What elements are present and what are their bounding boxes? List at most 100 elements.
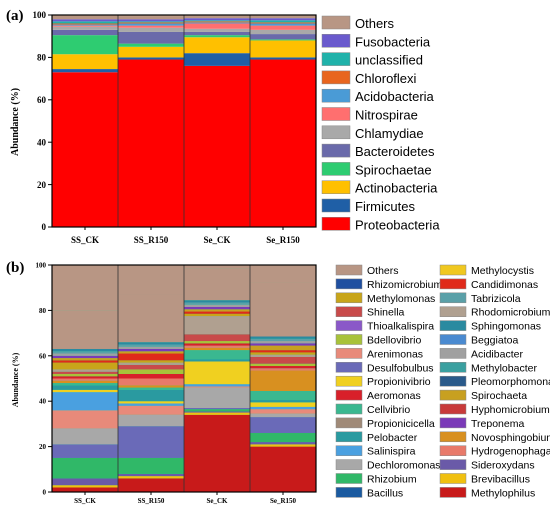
legend-swatch-aeromonas (335, 389, 363, 401)
bar-segment-a-se-ck-spirochaetae (184, 35, 250, 38)
legend-swatch-desulfobulbus (335, 362, 363, 373)
bar-segment-a-ss-ck-firmicutes (52, 69, 118, 73)
legend-label-candidimonas: Candidimonas (471, 279, 538, 291)
bar-segment-a-se-r150-others (250, 15, 316, 19)
bar-segment-b-ss-ck-arenimonas (52, 410, 118, 429)
bar-segment-b-se-ck-sphingomonas (184, 300, 250, 303)
bar-segment-b-se-r150-shinella (250, 356, 316, 364)
legend-swatch-propionivibrio (335, 375, 363, 387)
bar-segment-b-se-r150-sphingomonas (250, 336, 316, 339)
bar-segment-b-ss-ck-shinella (52, 371, 118, 374)
bar-segment-a-ss-r150-firmicutes (118, 57, 184, 60)
bar-segment-a-se-r150-spirochaetae (250, 39, 316, 41)
bar-segment-a-se-ck-actinobacteria (184, 37, 250, 54)
bar-segment-b-se-ck-others (184, 268, 250, 301)
bar-segment-b-ss-ck-propionivibrio (52, 389, 118, 393)
legend-swatch-methylocystis (439, 264, 467, 276)
legend-swatch-proteobacteria (321, 217, 351, 231)
bar-segment-b-se-ck-bdellovibrio (184, 341, 250, 344)
legend-swatch-rhizomicrobium (335, 278, 363, 290)
legend-swatch-sphingomonas (439, 320, 467, 331)
x-tick-label-ss-ck: SS_CK (74, 497, 96, 505)
bar-segment-a-se-ck-others (184, 15, 250, 19)
bar-segment-a-se-ck-nitrospirae (184, 23, 250, 29)
bar-segment-b-ss-ck-bdellovibrio (52, 373, 118, 377)
legend-label-cellvibrio: Cellvibrio (367, 404, 410, 416)
bar-segment-b-ss-ck-others (52, 310, 118, 349)
bar-segment-b-se-ck-salinispira (184, 384, 250, 387)
bar-segment-b-se-r150-methylophilus (250, 446, 316, 492)
bar-segment-b-ss-ck-brevibacillus (52, 485, 118, 488)
bar-segment-b-ss-ck-sideroxydans (52, 478, 118, 486)
bar-segment-b-se-r150-bdellovibrio (250, 363, 316, 367)
bar-segment-b-ss-r150-novosphingobium (118, 385, 184, 388)
bar-segment-a-ss-ck-proteobacteria (52, 72, 118, 228)
panel-b: (b) Abundance (%) 0 20 40 60 80 100 SS_CK SS_R1… (6, 260, 550, 505)
bar-segment-b-se-ck-rhodomicrobium (184, 316, 250, 335)
bar-segment-a-se-r150-chlamydiae (250, 29, 316, 35)
legend-swatch-methylomonas (335, 292, 363, 304)
bar-segment-b-ss-r150-aeromonas (118, 373, 184, 379)
legend-label-treponema: Treponema (471, 418, 524, 430)
legend-label-propionivibrio: Propionivibrio (367, 376, 431, 388)
bar-segment-b-ss-ck-salinispira (52, 392, 118, 411)
legend-label-dechloromonas: Dechloromonas (367, 460, 441, 472)
panel-a-label: (a) (6, 8, 24, 24)
bar-segment-a-ss-r150-bacteroidetes (118, 31, 184, 44)
y-tick-label-80: 80 (39, 307, 47, 315)
bar-segment-b-se-ck-remainder (184, 265, 250, 269)
bar-segment-b-ss-r150-arenimonas (118, 405, 184, 415)
legend-label-others: Others (355, 16, 395, 31)
legend-swatch-dechloromonas (335, 459, 363, 470)
bar-segment-b-ss-r150-rhizobium (118, 457, 184, 474)
panel-b-label: (b) (6, 260, 24, 276)
panel-b-frame (51, 264, 317, 493)
y-tick-label-40: 40 (39, 398, 47, 406)
bar-segment-b-se-r150-acidibacter (250, 341, 316, 344)
legend-swatch-thioalkalispira (335, 320, 363, 331)
legend-label-actinobacteria: Actinobacteria (355, 181, 438, 196)
bar-segment-b-se-ck-shinella (184, 334, 250, 342)
legend-swatch-pelobacter (335, 431, 363, 443)
legend-label-brevibacillus: Brevibacillus (471, 474, 530, 486)
bar-segment-b-ss-ck-remainder (52, 265, 118, 311)
y-tick-label-0: 0 (42, 222, 47, 232)
legend-swatch-bdellovibrio (335, 334, 363, 345)
bar-segment-b-se-r150-rhodomicrobium (250, 354, 316, 357)
legend-label-salinispira: Salinispira (367, 446, 416, 458)
bar-segment-b-se-r150-treponema (250, 343, 316, 346)
y-tick-label-80: 80 (37, 53, 47, 63)
bar-segment-b-se-r150-hydrogenophaga (250, 368, 316, 371)
x-tick-label-se-r150: Se_R150 (266, 235, 300, 245)
legend-label-acidobacteria: Acidobacteria (355, 89, 435, 104)
bar-segment-b-se-r150-aeromonas (250, 366, 316, 369)
panel-b-legend: Others Rhizomicrobium Methylomonas Shinella… (335, 264, 550, 499)
y-tick-label-100: 100 (36, 261, 47, 269)
bar-segment-a-ss-ck-bacteroidetes (52, 29, 118, 36)
legend-label-pelobacter: Pelobacter (367, 432, 418, 444)
bar-segment-b-ss-ck-sphingomonas (52, 348, 118, 352)
bar-segment-a-ss-ck-chloroflexi (52, 23, 118, 25)
legend-label-spirochaeta: Spirochaeta (471, 390, 527, 402)
bar-segment-b-ss-r150-bdellovibrio (118, 369, 184, 374)
bar-segment-b-se-ck-rhizobium (184, 409, 250, 412)
bar-segment-b-ss-r150-hydrogenophaga (118, 378, 184, 386)
legend-label-bacillus: Bacillus (367, 487, 403, 499)
bar-segment-a-se-r150-actinobacteria (250, 40, 316, 58)
bar-segment-b-ss-ck-methylophilus (52, 487, 118, 492)
legend-swatch-rhodomicrobium (439, 306, 467, 317)
bar-segment-b-se-ck-methylomonas (184, 313, 250, 317)
legend-swatch-firmicutes (321, 198, 351, 213)
bar-segment-b-ss-r150-methylomonas (118, 360, 184, 363)
bar-segment-b-se-ck-candidimonas (184, 311, 250, 314)
bar-segment-a-ss-r150-chlamydiae (118, 27, 184, 32)
bar-segment-b-se-r150-brevibacillus (250, 444, 316, 447)
bar-segment-b-ss-r150-desulfobulbus (118, 426, 184, 458)
bar-segment-a-ss-ck-others (52, 15, 118, 20)
bar-segment-b-ss-r150-cellvibrio (118, 387, 184, 390)
bar-segment-b-se-ck-spirochaeta (184, 309, 250, 312)
bar-segment-a-se-r150-chloroflexi (250, 22, 316, 24)
legend-swatch-tabrizicola (439, 292, 467, 304)
bar-segment-b-ss-r150-acidibacter (118, 346, 184, 349)
